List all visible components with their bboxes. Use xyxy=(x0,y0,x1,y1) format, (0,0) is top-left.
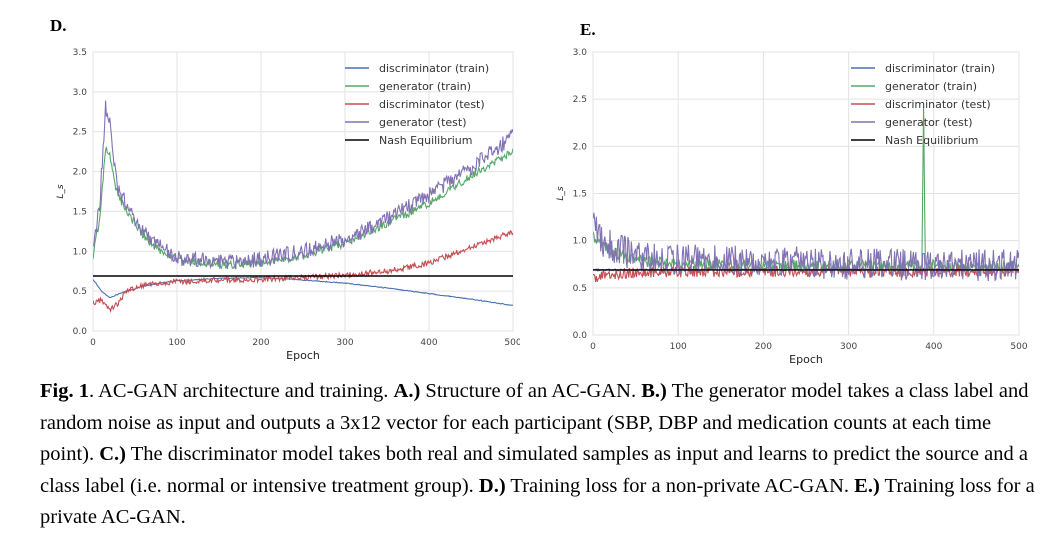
grid xyxy=(592,51,1020,336)
y-tick-label: 2.0 xyxy=(73,168,88,178)
y-axis-label: L_s xyxy=(56,184,66,199)
x-tick-label: 100 xyxy=(670,342,687,352)
legend-label: discriminator (test) xyxy=(379,98,485,111)
chart-d: 0 100 200 300 400 500 0.0 0.5 1.0 1.5 2.0 2.5 3.0 3.5… xyxy=(56,48,522,362)
y-tick-label: 2.5 xyxy=(573,95,587,105)
y-tick-label: 3.0 xyxy=(73,88,88,98)
legend-label: generator (train) xyxy=(379,80,471,93)
chart-panel-e: E. 0 100 200 300 400 500 0.0 0.5 1.0 1.5 2.0 2.5 3.0… xyxy=(548,0,1028,370)
y-tick-label: 2.5 xyxy=(73,128,87,138)
y-tick-label: 1.5 xyxy=(73,207,87,217)
caption-text: The generator model takes a class label … xyxy=(40,380,1029,465)
x-tick-label: 300 xyxy=(336,338,353,348)
y-tick-label: 0.5 xyxy=(573,284,587,294)
y-tick-label: 2.0 xyxy=(573,142,588,152)
y-tick-label: 1.5 xyxy=(573,190,587,200)
y-tick-label: 1.0 xyxy=(73,247,88,257)
legend: discriminator (train) generator (train) di… xyxy=(345,62,489,147)
panel-label-d: D. xyxy=(50,16,67,35)
plot-area xyxy=(92,51,514,332)
legend-label: generator (test) xyxy=(379,116,467,129)
x-axis-label: Epoch xyxy=(286,349,320,362)
x-tick-label: 200 xyxy=(755,342,772,352)
caption-label: E.) xyxy=(854,474,880,497)
x-tick-label: 100 xyxy=(168,338,185,348)
x-tick-label: 0 xyxy=(590,342,596,352)
caption-label: Fig. 1 xyxy=(40,380,89,402)
y-tick-label: 3.0 xyxy=(573,48,588,58)
legend-label: discriminator (train) xyxy=(379,62,489,75)
y-tick-label: 0.5 xyxy=(73,287,87,297)
legend-label: discriminator (test) xyxy=(885,98,991,111)
figure-caption: Fig. 1. AC-GAN architecture and training… xyxy=(40,376,1040,534)
series-line-discriminator-test xyxy=(93,229,513,314)
caption-text: Training loss for a private AC-GAN. xyxy=(40,474,1035,529)
legend-label: generator (train) xyxy=(885,80,977,93)
y-axis-label: L_s xyxy=(556,186,566,201)
x-tick-label: 300 xyxy=(840,342,857,352)
legend: discriminator (train) generator (train) di… xyxy=(851,62,995,147)
x-tick-label: 400 xyxy=(420,338,437,348)
grid xyxy=(92,51,514,332)
x-tick-label: 0 xyxy=(90,338,96,348)
caption-label: D.) xyxy=(478,474,506,497)
series-line-discriminator-train xyxy=(93,276,513,306)
caption-text: Structure of an AC-GAN. xyxy=(420,380,642,402)
chart-panel-d: D. 0 100 200 300 400 500 0.0 0.5 1.0 1.5 2.0 2.5 3.0… xyxy=(40,0,522,370)
caption-label: B.) xyxy=(641,380,667,402)
caption-label: A.) xyxy=(393,380,421,402)
caption-text: . AC-GAN architecture and training. xyxy=(88,380,394,402)
y-tick-label: 0.0 xyxy=(73,327,88,337)
legend-label: generator (test) xyxy=(885,116,973,129)
y-tick-label: 0.0 xyxy=(573,331,588,341)
x-tick-label: 500 xyxy=(1010,342,1027,352)
series-line-generator-test xyxy=(593,212,1019,282)
y-tick-label: 1.0 xyxy=(573,237,588,247)
panel-label-e: E. xyxy=(580,20,596,39)
y-tick-label: 3.5 xyxy=(73,48,87,58)
x-tick-label: 500 xyxy=(504,338,520,348)
caption-text: Training loss for a non-private AC-GAN. xyxy=(505,474,855,497)
x-tick-label: 200 xyxy=(252,338,269,348)
caption-text: The discriminator model takes both real … xyxy=(40,443,1028,497)
x-axis-label: Epoch xyxy=(789,353,823,366)
legend-label: discriminator (train) xyxy=(885,62,995,75)
series-line-generator-test xyxy=(93,100,513,270)
legend-label: Nash Equilibrium xyxy=(379,134,473,147)
legend-label: Nash Equilibrium xyxy=(885,134,979,147)
chart-e: 0 100 200 300 400 500 0.0 0.5 1.0 1.5 2.0 2.5 3.0 Epo… xyxy=(556,48,1028,366)
x-tick-label: 400 xyxy=(925,342,942,352)
caption-label: C.) xyxy=(99,443,126,465)
